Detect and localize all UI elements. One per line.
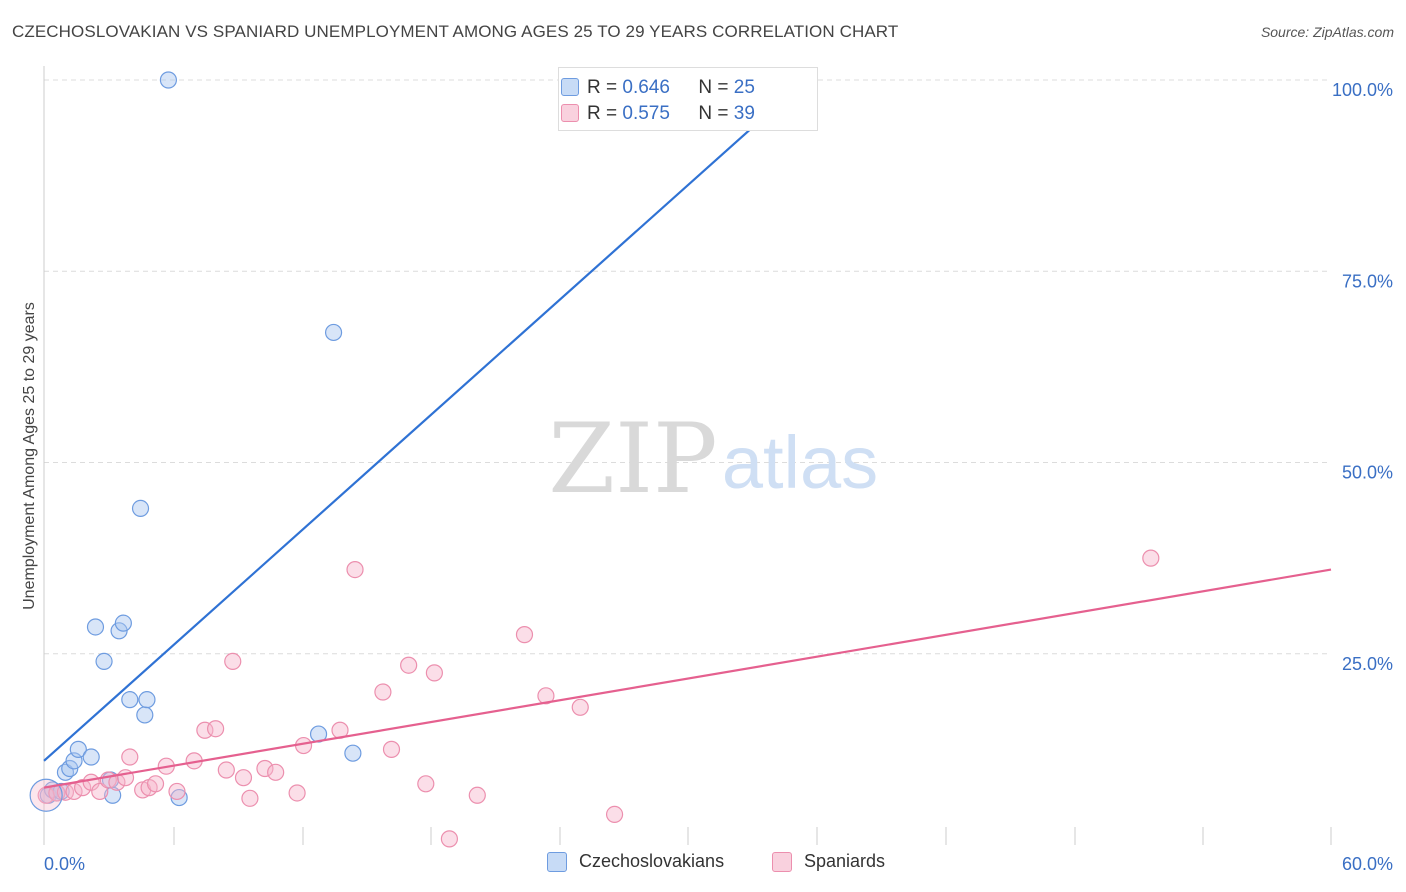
spaniard-point — [382, 740, 401, 758]
y-tick-label: 75.0% — [1342, 271, 1393, 291]
x-tick-label: 0.0% — [44, 854, 85, 874]
y-tick-label: 25.0% — [1342, 654, 1393, 674]
spaniard-point — [146, 775, 165, 793]
source-label: Source: ZipAtlas.com — [1260, 24, 1394, 40]
watermark: ZIP atlas — [548, 403, 878, 515]
legend-label: Czechoslovakians — [579, 851, 725, 871]
czechoslovakian-point — [86, 618, 105, 636]
legend-swatch-pink — [772, 851, 792, 872]
legend-n-value: 25 — [733, 77, 755, 98]
legend-n-label: N = — [698, 103, 729, 124]
watermark-atlas: atlas — [722, 421, 878, 504]
spaniard-point — [425, 664, 443, 682]
czechoslovakian-point — [136, 706, 154, 724]
czechoslovakian-point — [138, 691, 156, 709]
spaniard-point — [288, 784, 306, 802]
spaniard-point — [256, 759, 274, 778]
spaniard-point — [400, 656, 418, 674]
spaniard-point — [74, 779, 92, 797]
spaniard-point — [515, 626, 534, 644]
legend-swatch-blue — [547, 851, 567, 872]
chart-title: CZECHOSLOVAKIAN VS SPANIARD UNEMPLOYMENT… — [12, 22, 899, 41]
spaniard-point — [241, 789, 259, 807]
czechoslovakian-trend-line — [43, 79, 807, 762]
axes — [43, 66, 1332, 845]
spaniard-trend-line — [43, 568, 1332, 789]
spaniard-point — [217, 761, 235, 779]
czechoslovakian-point — [159, 71, 178, 89]
legend-r-label: R = — [587, 103, 618, 124]
spaniard-point — [196, 721, 214, 739]
legend-swatch-blue — [561, 78, 579, 96]
spaniard-point — [1142, 549, 1160, 567]
legend-swatch-pink — [561, 104, 579, 122]
spaniard-point — [571, 698, 589, 716]
legend-item-spaniards[interactable]: Spaniards — [772, 851, 885, 872]
czechoslovakian-point — [131, 499, 150, 517]
legend-n-label: N = — [698, 77, 729, 98]
czechoslovakian-point — [344, 744, 362, 762]
y-tick-label: 100.0% — [1332, 80, 1393, 100]
spaniard-point — [121, 748, 139, 766]
y-tick-label: 50.0% — [1342, 463, 1393, 483]
legend-r-label: R = — [587, 77, 618, 98]
tick-labels: 25.0% 50.0% 75.0% 100.0% 0.0% 60.0% — [44, 80, 1393, 874]
spaniard-point — [234, 769, 253, 787]
legend-item-czechoslovakians[interactable]: Czechoslovakians — [547, 851, 724, 872]
spaniard-point — [440, 830, 459, 848]
spaniard-point — [224, 652, 242, 671]
czechoslovakian-point — [69, 740, 87, 758]
czechoslovakian-point — [114, 614, 132, 632]
watermark-zip: ZIP — [548, 403, 717, 515]
spaniard-point — [468, 786, 486, 804]
gridlines — [44, 79, 1331, 655]
spaniard-point — [537, 687, 555, 705]
spaniard-point — [374, 683, 392, 701]
spaniard-point — [346, 560, 364, 579]
stats-legend: R = 0.646 N = 25 R = 0.575 N = 39 — [558, 67, 818, 131]
legend-r-value: 0.646 — [622, 77, 670, 98]
spaniard-point — [605, 805, 624, 824]
spaniard-point — [91, 782, 109, 801]
legend-row-czechoslovakians: R = 0.646 N = 25 — [561, 76, 755, 100]
legend-label: Spaniards — [804, 851, 886, 871]
czechoslovakian-point — [95, 652, 113, 671]
legend-row-spaniards: R = 0.575 N = 39 — [561, 102, 755, 126]
cluster-point — [29, 778, 63, 812]
spaniard-point — [267, 763, 285, 781]
czechoslovakian-point — [82, 748, 100, 766]
spaniard-point — [168, 782, 186, 801]
legend-n-value: 39 — [733, 103, 755, 124]
czechoslovakian-point — [121, 691, 139, 709]
czechoslovakian-point — [324, 323, 343, 342]
spaniard-point — [417, 775, 435, 793]
spaniard-point — [207, 720, 225, 738]
legend-r-value: 0.575 — [622, 103, 670, 124]
series-legend: Czechoslovakians Spaniards — [0, 851, 1406, 877]
x-tick-label: 60.0% — [1342, 854, 1393, 874]
